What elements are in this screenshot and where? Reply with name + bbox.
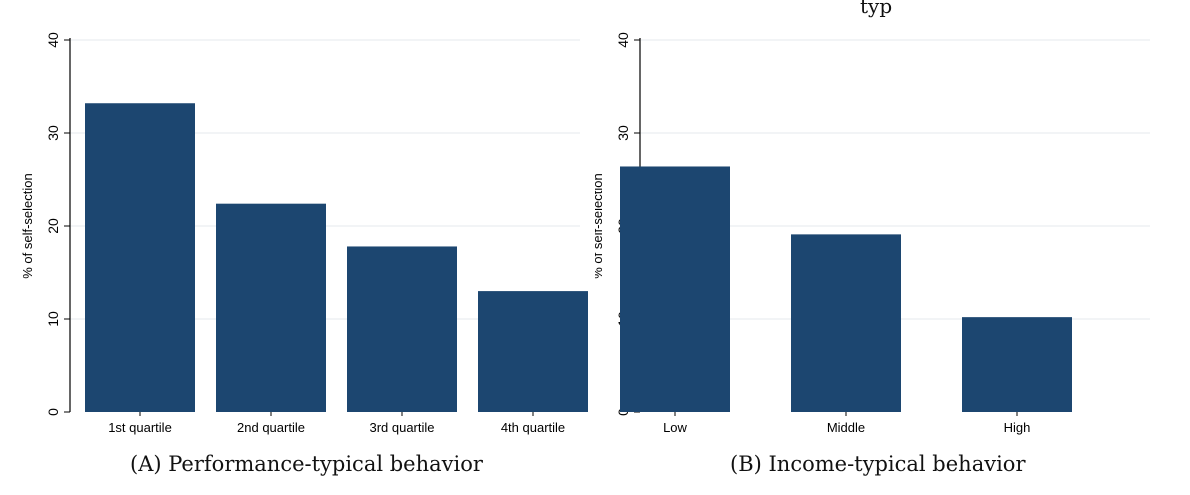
caption-b-label: (B) [730,452,762,476]
y-axis-label: % of self-selection [20,173,35,279]
y-axis-label: % of self-selection [595,173,605,279]
y-tick-label: 40 [615,32,631,48]
x-tick-label: High [1004,420,1031,435]
partial-title-text: typ [860,0,893,18]
caption-b: (B) Income-typical behavior [730,452,1026,476]
x-tick-label: 4th quartile [501,420,565,435]
caption-a: (A) Performance-typical behavior [130,452,483,476]
y-tick-label: 40 [45,32,61,48]
x-tick-label: 3rd quartile [369,420,434,435]
y-tick-label: 30 [45,125,61,141]
bar [962,317,1072,412]
caption-a-text: Performance-typical behavior [168,452,483,476]
bar [478,291,588,412]
y-tick-label: 20 [45,218,61,234]
bar [620,166,730,412]
bar [216,203,326,412]
x-tick-label: Middle [827,420,865,435]
y-tick-label: 10 [45,311,61,327]
bar [791,234,901,412]
caption-b-text: Income-typical behavior [768,452,1026,476]
x-tick-label: 2nd quartile [237,420,305,435]
x-tick-label: Low [663,420,687,435]
bar [347,246,457,412]
y-tick-label: 30 [615,125,631,141]
y-tick-label: 0 [45,408,61,416]
caption-a-label: (A) [130,452,162,476]
chart-panel-a: 0 10 20 30 40 % of self-selection 1st quartile… [20,32,588,435]
x-tick-label: 1st quartile [108,420,172,435]
bar [85,103,195,413]
